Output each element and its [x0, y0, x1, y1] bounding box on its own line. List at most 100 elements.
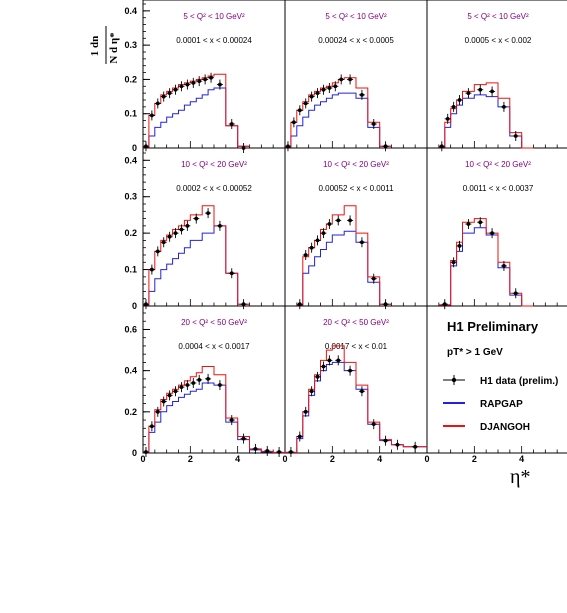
data-point: [149, 113, 154, 118]
djangoh-histogram: [285, 77, 392, 148]
data-point: [185, 383, 190, 387]
data-point: [315, 238, 320, 243]
x-range-label: 0.0011 < x < 0.0037: [463, 184, 534, 193]
q2-range-label: 5 < Q² < 10 GeV²: [467, 12, 529, 21]
data-point: [144, 450, 148, 454]
data-point: [253, 446, 258, 451]
panels-layer: 0 0.1 0.2 0.3 0.4 0 0.1 0.2 0.3 0.4 0 0.2 0.4 0.6 0 2 4 0…: [124, 0, 567, 464]
data-point: [155, 101, 160, 106]
data-point: [144, 144, 148, 149]
data-point: [289, 450, 293, 454]
data-point: [303, 253, 308, 257]
data-point: [371, 422, 376, 427]
panel-0-1: 5 < Q² < 10 GeV² 0.00024 < x < 0.0005: [284, 12, 394, 152]
rapgap-histogram: [285, 92, 392, 148]
q2-range-label: 20 < Q² < 50 GeV²: [181, 318, 247, 327]
data-point: [442, 302, 447, 307]
data-point: [297, 434, 302, 439]
legend-cut-text: pT* > 1 GeV: [447, 347, 503, 358]
data-point: [206, 211, 210, 216]
data-point: [167, 91, 172, 96]
data-point: [229, 418, 234, 422]
djangoh-histogram: [296, 205, 392, 306]
data-point: [383, 144, 388, 149]
rapgap-histogram: [143, 87, 250, 148]
data-point: [457, 98, 462, 102]
data-point: [173, 389, 178, 394]
data-point: [173, 87, 178, 92]
legend-entry-label: DJANGOH: [480, 422, 530, 433]
data-point: [348, 368, 352, 373]
y-axis-numerator: 1 dn: [89, 36, 101, 57]
data-point: [502, 264, 506, 268]
data-point: [451, 260, 456, 265]
data-point: [451, 104, 456, 109]
data-point: [513, 291, 518, 296]
data-point: [149, 267, 154, 272]
data-point: [209, 75, 213, 80]
data-point: [218, 383, 222, 387]
data-point: [197, 378, 202, 382]
y-tick-label: 0.3: [124, 192, 137, 202]
panel-0-2: 5 < Q² < 10 GeV² 0.0005 < x < 0.002: [438, 12, 534, 152]
data-point: [241, 436, 246, 441]
data-point: [265, 449, 270, 453]
data-point: [321, 231, 326, 236]
data-point: [197, 79, 202, 84]
data-point: [371, 276, 376, 281]
data-point: [327, 86, 332, 90]
q2-range-label: 5 < Q² < 10 GeV²: [325, 12, 387, 21]
x-tick-label: 2: [472, 454, 477, 464]
q2-range-label: 5 < Q² < 10 GeV²: [183, 12, 245, 21]
data-point: [413, 444, 418, 449]
data-point: [336, 218, 341, 223]
x-tick-label: 0: [424, 454, 429, 464]
y-tick-label: 0: [132, 301, 137, 311]
y-tick-label: 0.1: [124, 109, 137, 119]
y-tick-label: 0.3: [124, 40, 137, 50]
y-tick-label: 0.2: [124, 407, 137, 417]
panel-frame: [426, 0, 567, 149]
data-point: [303, 101, 308, 106]
x-range-label: 0.0017 < x < 0.01: [325, 342, 388, 351]
data-point: [179, 227, 184, 232]
data-point: [303, 409, 308, 414]
data-point: [309, 389, 314, 394]
data-point: [291, 120, 296, 125]
data-point: [155, 249, 160, 254]
data-point: [457, 243, 462, 248]
panel-2-1: 20 < Q² < 50 GeV² 0.0017 < x < 0.01: [285, 318, 427, 457]
data-point: [383, 438, 388, 443]
data-point: [327, 222, 332, 226]
data-point: [321, 364, 326, 369]
data-point: [439, 144, 444, 149]
rapgap-histogram: [296, 230, 392, 306]
data-point: [277, 450, 281, 454]
y-axis-denominator: N d η*: [108, 32, 120, 64]
data-point: [490, 231, 494, 236]
data-point: [490, 89, 494, 94]
data-point: [360, 92, 364, 97]
data-point: [229, 271, 234, 276]
data-point: [502, 104, 506, 109]
data-point: [173, 231, 178, 236]
data-point: [360, 389, 364, 394]
y-tick-label: 0.4: [124, 6, 137, 16]
data-point: [327, 358, 332, 363]
data-point: [371, 122, 376, 126]
panel-1-0: 10 < Q² < 20 GeV² 0.0002 < x < 0.00052: [142, 160, 252, 310]
q2-range-label: 10 < Q² < 20 GeV²: [323, 160, 389, 169]
q2-range-label: 20 < Q² < 50 GeV²: [323, 318, 389, 327]
data-point: [179, 385, 184, 390]
data-point: [241, 302, 246, 307]
data-point: [203, 77, 208, 82]
y-tick-label: 0.4: [124, 366, 137, 376]
djangoh-histogram: [143, 73, 250, 148]
y-tick-label: 0.2: [124, 74, 137, 84]
x-range-label: 0.00052 < x < 0.0011: [318, 184, 394, 193]
data-point: [321, 87, 326, 92]
djangoh-histogram: [285, 345, 427, 453]
data-point: [185, 82, 190, 87]
x-range-label: 0.0002 < x < 0.00052: [176, 184, 252, 193]
